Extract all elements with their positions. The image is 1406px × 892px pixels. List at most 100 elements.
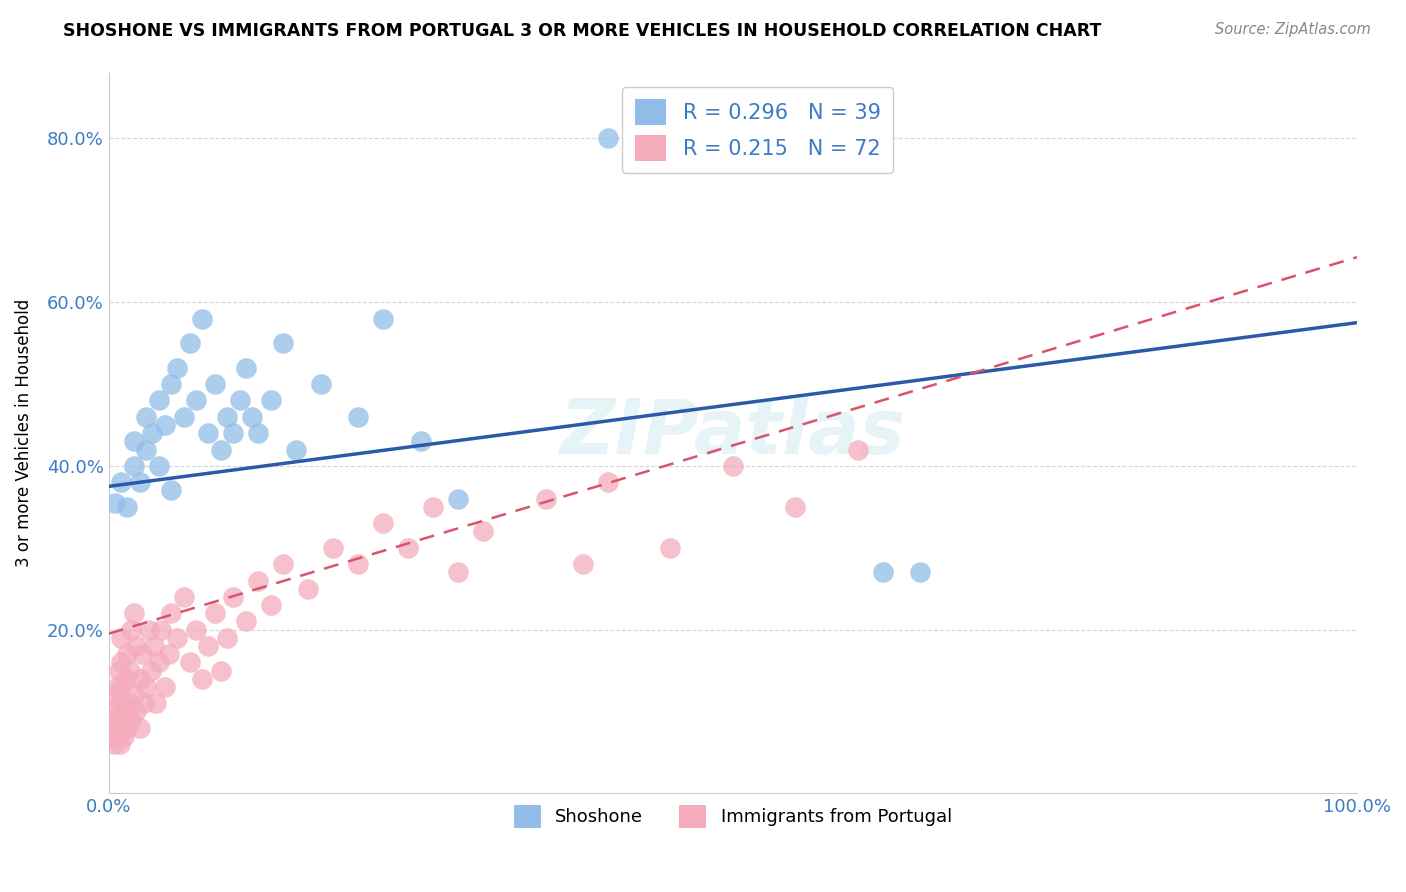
Point xyxy=(110,475,132,490)
Point xyxy=(197,426,219,441)
Point xyxy=(472,524,495,539)
Point xyxy=(110,656,132,670)
Point xyxy=(222,426,245,441)
Point xyxy=(117,647,139,661)
Point xyxy=(247,426,270,441)
Point xyxy=(908,566,931,580)
Point xyxy=(217,409,239,424)
Point xyxy=(260,393,283,408)
Point xyxy=(122,434,145,449)
Point xyxy=(157,647,180,661)
Point xyxy=(197,639,219,653)
Point xyxy=(105,729,128,743)
Point xyxy=(110,721,132,735)
Point xyxy=(785,500,807,514)
Point xyxy=(153,417,176,432)
Point xyxy=(273,557,295,571)
Point xyxy=(872,566,894,580)
Point xyxy=(104,721,127,735)
Point xyxy=(322,541,344,555)
Point xyxy=(103,737,125,751)
Point xyxy=(122,688,145,702)
Point xyxy=(120,623,142,637)
Point xyxy=(721,458,744,473)
Point xyxy=(101,713,124,727)
Point xyxy=(179,336,201,351)
Point xyxy=(160,483,183,498)
Point xyxy=(117,500,139,514)
Point xyxy=(105,680,128,694)
Point xyxy=(148,458,170,473)
Point xyxy=(228,393,250,408)
Point xyxy=(145,696,167,710)
Point xyxy=(235,615,257,629)
Point xyxy=(596,475,619,490)
Point xyxy=(447,491,470,506)
Legend: Shoshone, Immigrants from Portugal: Shoshone, Immigrants from Portugal xyxy=(506,798,959,835)
Point xyxy=(222,590,245,604)
Point xyxy=(108,737,131,751)
Point xyxy=(173,590,195,604)
Point xyxy=(117,721,139,735)
Point xyxy=(115,672,138,686)
Point xyxy=(120,713,142,727)
Point xyxy=(260,598,283,612)
Point xyxy=(160,377,183,392)
Point xyxy=(122,458,145,473)
Point xyxy=(138,623,160,637)
Point xyxy=(128,721,150,735)
Point xyxy=(107,713,129,727)
Point xyxy=(447,566,470,580)
Point xyxy=(166,631,188,645)
Point xyxy=(534,491,557,506)
Point xyxy=(142,639,165,653)
Y-axis label: 3 or more Vehicles in Household: 3 or more Vehicles in Household xyxy=(15,299,32,567)
Text: SHOSHONE VS IMMIGRANTS FROM PORTUGAL 3 OR MORE VEHICLES IN HOUSEHOLD CORRELATION: SHOSHONE VS IMMIGRANTS FROM PORTUGAL 3 O… xyxy=(63,22,1102,40)
Point xyxy=(297,582,319,596)
Point xyxy=(240,409,263,424)
Point xyxy=(373,311,395,326)
Point xyxy=(128,475,150,490)
Point xyxy=(128,672,150,686)
Point xyxy=(112,729,135,743)
Text: ZIPatlas: ZIPatlas xyxy=(560,396,905,470)
Point xyxy=(131,647,153,661)
Point xyxy=(191,311,214,326)
Point xyxy=(148,393,170,408)
Point xyxy=(118,664,141,678)
Point xyxy=(422,500,444,514)
Point xyxy=(596,131,619,145)
Point xyxy=(105,705,128,719)
Point xyxy=(209,442,232,457)
Point xyxy=(235,360,257,375)
Point xyxy=(114,705,136,719)
Point xyxy=(184,623,207,637)
Point xyxy=(108,696,131,710)
Point xyxy=(107,664,129,678)
Point xyxy=(135,409,157,424)
Point xyxy=(191,672,214,686)
Point xyxy=(284,442,307,457)
Point xyxy=(184,393,207,408)
Point xyxy=(100,729,122,743)
Point xyxy=(273,336,295,351)
Point xyxy=(135,680,157,694)
Text: Source: ZipAtlas.com: Source: ZipAtlas.com xyxy=(1215,22,1371,37)
Point xyxy=(396,541,419,555)
Point xyxy=(204,377,226,392)
Point xyxy=(373,516,395,531)
Point xyxy=(347,409,370,424)
Point xyxy=(110,680,132,694)
Point xyxy=(166,360,188,375)
Point xyxy=(125,639,148,653)
Point xyxy=(135,442,157,457)
Point xyxy=(150,623,173,637)
Point xyxy=(117,696,139,710)
Point xyxy=(110,631,132,645)
Point xyxy=(572,557,595,571)
Point xyxy=(153,680,176,694)
Point xyxy=(409,434,432,449)
Point xyxy=(247,574,270,588)
Point xyxy=(122,607,145,621)
Point xyxy=(104,496,127,510)
